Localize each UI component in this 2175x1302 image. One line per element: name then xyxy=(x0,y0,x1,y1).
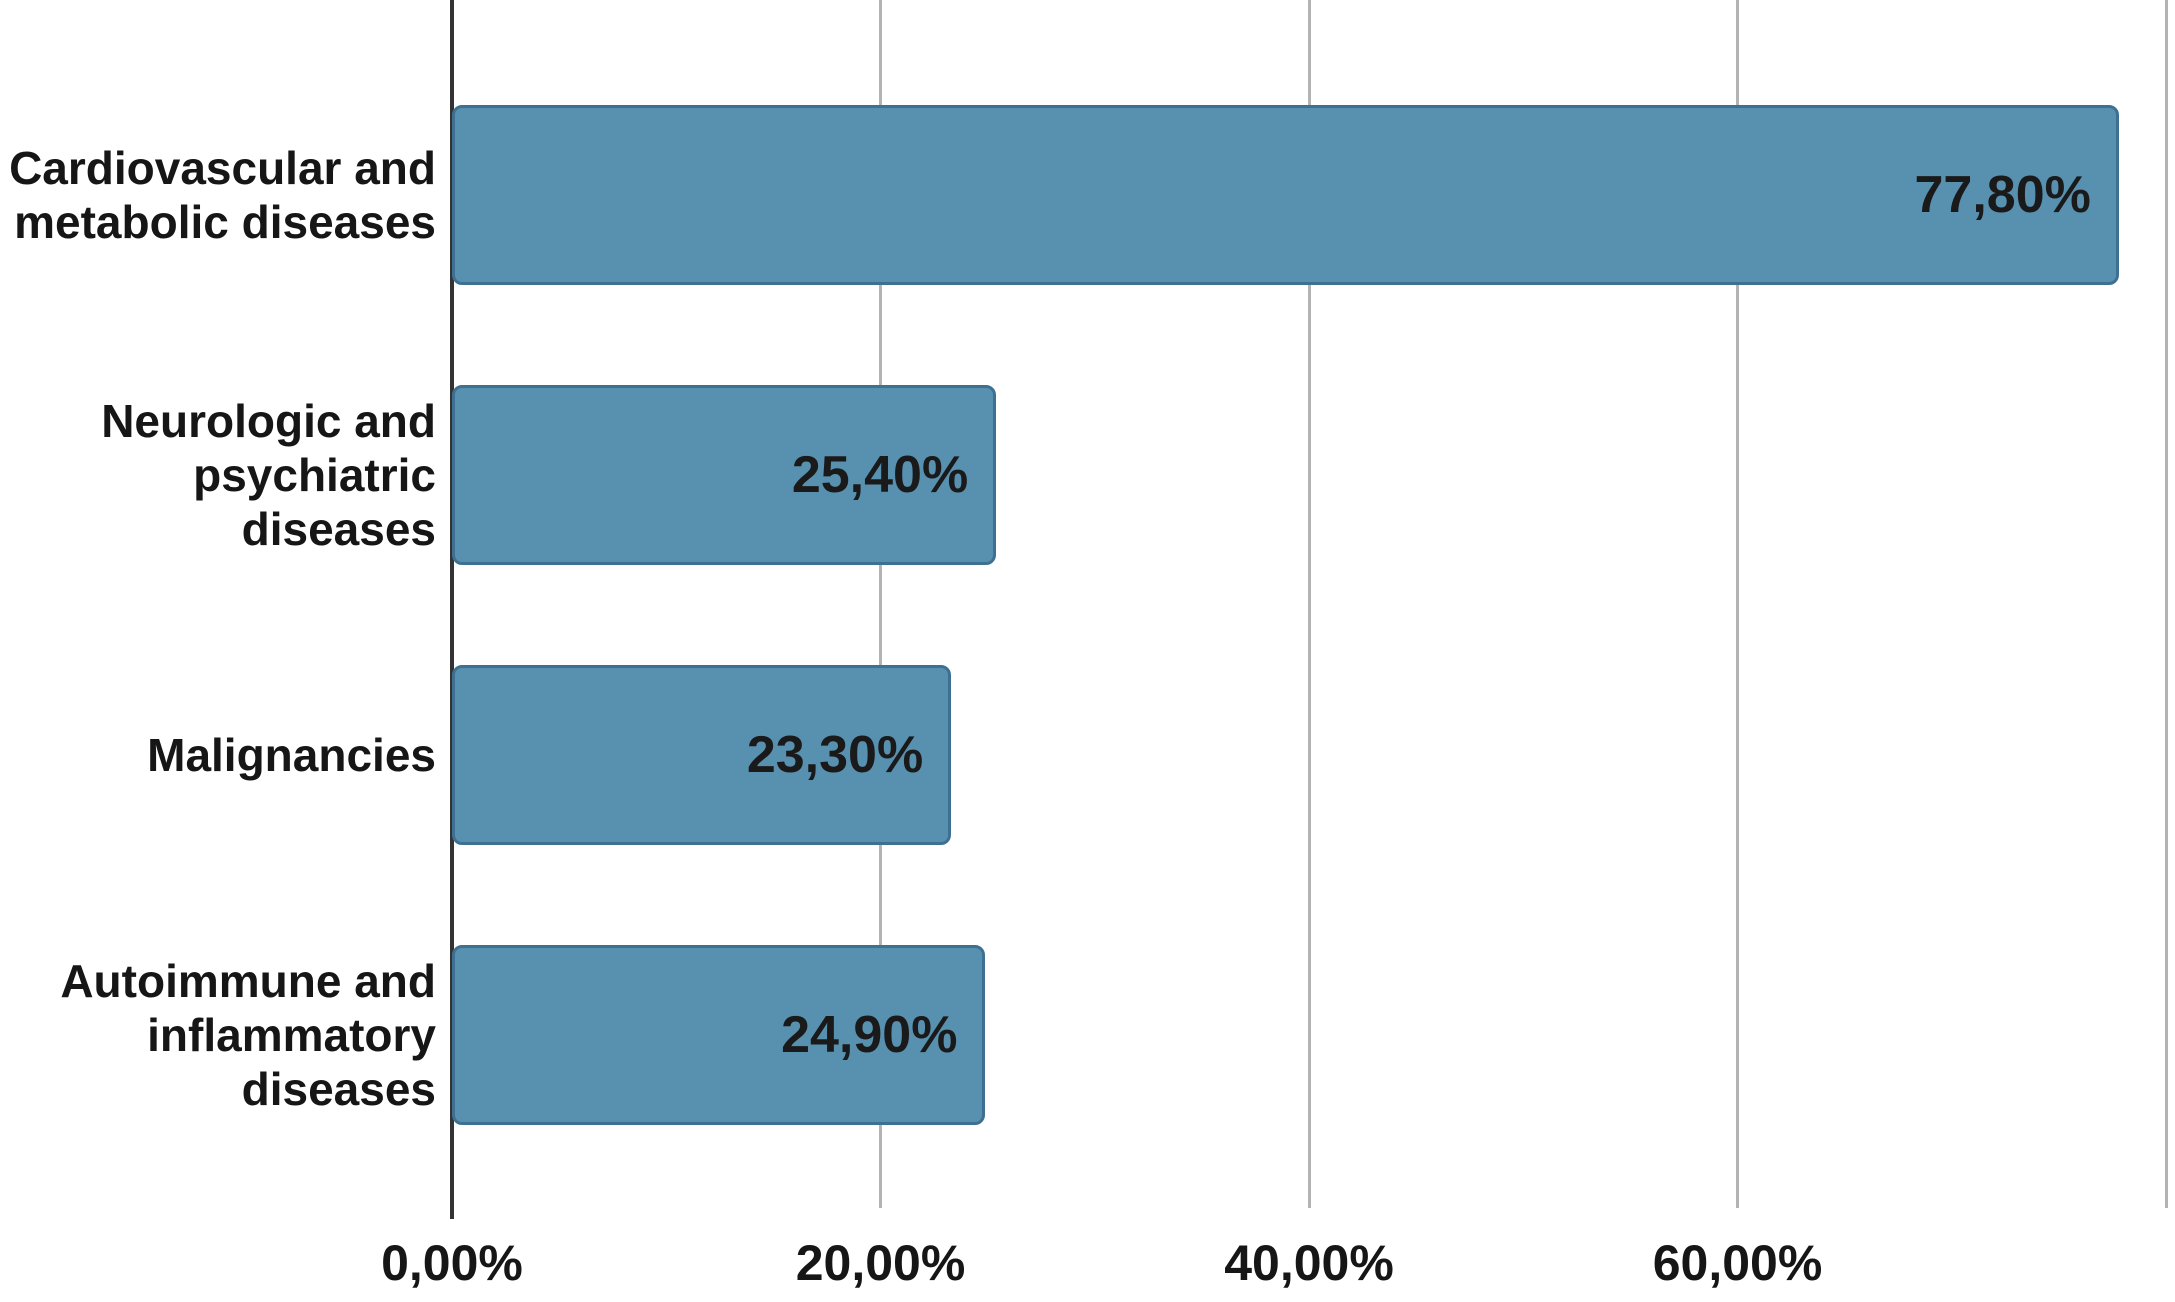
category-label: Autoimmune and inflammatory diseases xyxy=(60,955,436,1115)
gridline-40pct xyxy=(1307,0,1311,1208)
gridline-80pct xyxy=(2164,0,2168,1208)
bar-value-label: 77,80% xyxy=(1914,166,2091,224)
gridline-20pct xyxy=(879,0,882,1208)
bar-4: 24,90% xyxy=(452,945,986,1125)
bar-value-label: 23,30% xyxy=(746,726,924,784)
category-label: Neurologic and psychiatric diseases xyxy=(101,395,436,555)
bar-row: Malignancies 23,30% xyxy=(0,665,2175,845)
bar-row: Autoimmune and inflammatory diseases 24,90% xyxy=(0,945,2175,1125)
bar-row: Neurologic and psychiatric diseases 25,40% xyxy=(0,385,2175,565)
bar-row: Cardiovascular and metabolic diseases 77,8… xyxy=(0,105,2175,285)
x-tick-label: 20,00% xyxy=(795,1235,966,1291)
bar-value-label: 25,40% xyxy=(791,446,969,504)
bar-2: 25,40% xyxy=(452,385,997,565)
x-tick-label: 0,00% xyxy=(381,1235,523,1291)
category-label: Cardiovascular and metabolic diseases xyxy=(9,142,436,248)
gridline-60pct xyxy=(1736,0,1739,1208)
x-tick-label: 40,00% xyxy=(1224,1235,1394,1291)
y-axis-line xyxy=(450,0,454,1219)
category-label: Malignancies xyxy=(147,729,436,781)
bar-1: 77,80% xyxy=(452,105,2119,285)
x-tick-label: 60,00% xyxy=(1652,1235,1823,1291)
bar-3: 23,30% xyxy=(452,665,952,845)
bar-value-label: 24,90% xyxy=(781,1006,958,1064)
